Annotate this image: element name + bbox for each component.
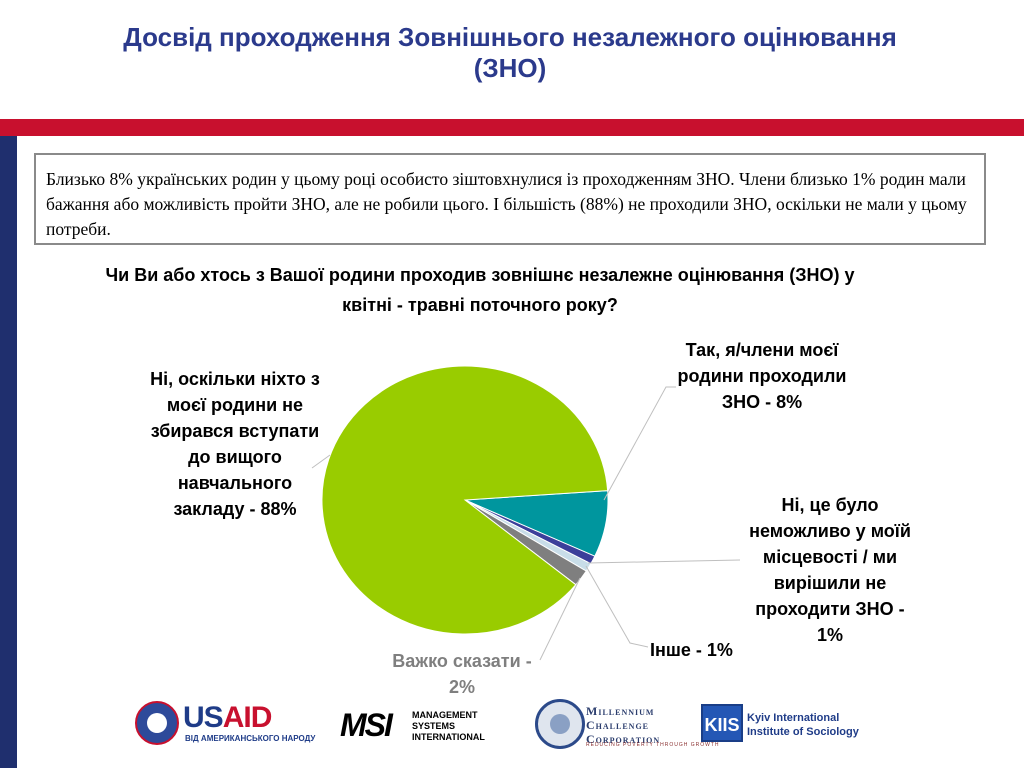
side-accent-bar [0, 136, 17, 768]
chart-title: Чи Ви або хтось з Вашої родини проходив … [105, 265, 855, 315]
page-title: Досвід проходження Зовнішнього незалежно… [123, 22, 897, 83]
slice-label-yes: Так, я/члени моєї родини проходили ЗНО -… [677, 340, 847, 412]
slice-label-hard: Важко сказати - 2% [392, 651, 532, 697]
msi-logo: MSI [340, 707, 393, 743]
msi-name: MANAGEMENT SYSTEMS INTERNATIONAL [412, 710, 485, 742]
leader-line-other [585, 565, 649, 648]
header-divider-bar [0, 119, 1024, 136]
slice-label-impossible: Ні, це було неможливо у моїй місцевості … [749, 495, 911, 645]
mcc-seal-icon [535, 699, 585, 749]
kiis-name: Kyiv International Institute of Sociolog… [747, 712, 859, 738]
leader-line-no [311, 454, 331, 469]
footer-logos: USAID ВІД АМЕРИКАНСЬКОГО НАРОДУ MSI MANA… [0, 690, 1024, 768]
leader-line-hard [539, 577, 581, 661]
usaid-tagline: ВІД АМЕРИКАНСЬКОГО НАРОДУ [185, 734, 316, 743]
kiis-logo: KIIS [701, 704, 743, 742]
slice-label-other: Інше - 1% [650, 640, 733, 660]
usaid-logo: USAID [183, 701, 272, 734]
pie-slice-no [321, 365, 609, 635]
leader-line-impossible [587, 559, 741, 564]
mcc-name: Millennium Challenge Corporation [586, 704, 661, 746]
summary-box: Близько 8% українських родин у цьому роц… [34, 153, 986, 245]
leader-line-yes [603, 386, 676, 501]
usaid-seal-icon [135, 701, 179, 745]
mcc-tagline: REDUCING POVERTY THROUGH GROWTH [586, 742, 720, 748]
slice-label-no: Ні, оскільки ніхто з моєї родини не збир… [150, 369, 320, 519]
